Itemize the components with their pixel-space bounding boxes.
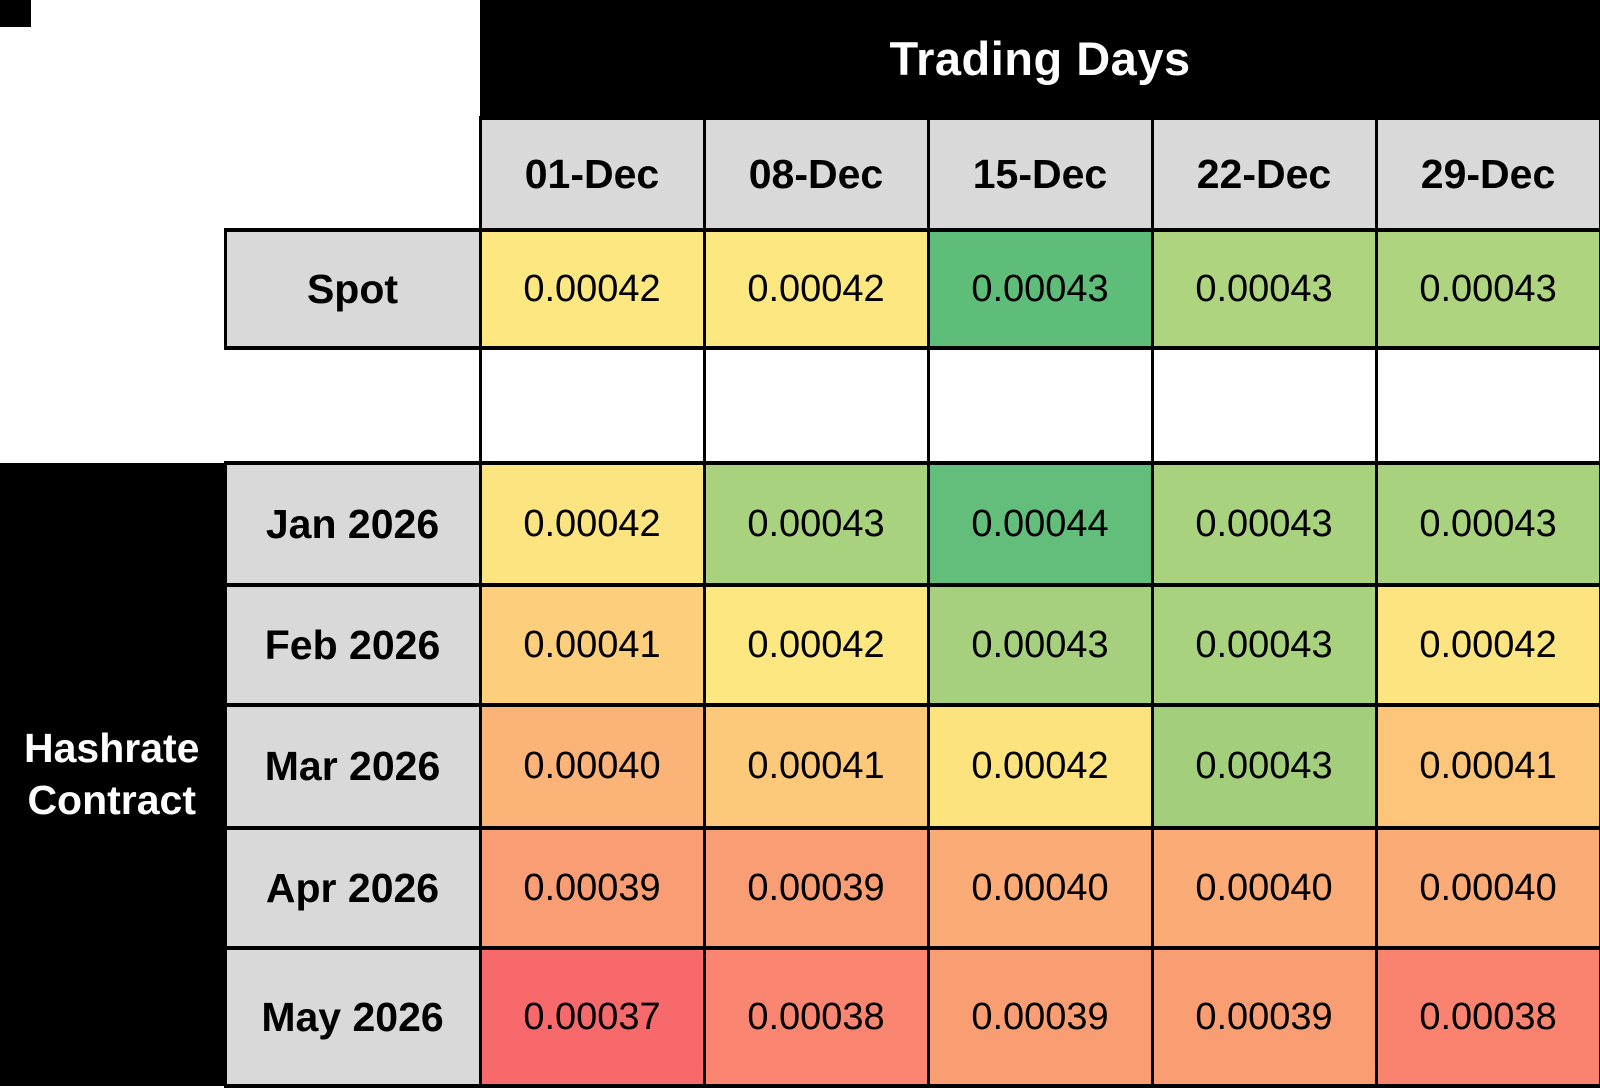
heatmap-cell: 0.00043 (1374, 461, 1600, 587)
empty-cell (926, 346, 1154, 465)
heatmap-cell: 0.00043 (1150, 583, 1378, 707)
heatmap-cell: 0.00042 (702, 583, 930, 707)
row-label: Jan 2026 (223, 461, 482, 587)
column-header: 01-Dec (478, 116, 706, 232)
column-header: 08-Dec (702, 116, 930, 232)
hashrate-contract-header: Hashrate Contract (0, 463, 225, 1086)
heatmap-cell: 0.00042 (702, 228, 930, 350)
heatmap-cell: 0.00043 (1150, 703, 1378, 830)
heatmap-cell: 0.00042 (1374, 583, 1600, 707)
heatmap-cell: 0.00043 (1150, 461, 1378, 587)
heatmap-cell: 0.00040 (1150, 826, 1378, 950)
heatmap-cell: 0.00039 (702, 826, 930, 950)
contract-row: May 2026 0.00037 0.00038 0.00039 0.00039… (0, 946, 1600, 1088)
spacer (0, 118, 480, 230)
column-header: 15-Dec (926, 116, 1154, 232)
spot-row: Spot 0.00042 0.00042 0.00043 0.00043 0.0… (0, 228, 1600, 350)
heatmap-cell: 0.00043 (926, 228, 1154, 350)
heatmap-cell: 0.00041 (1374, 703, 1600, 830)
heatmap-cell: 0.00044 (926, 461, 1154, 587)
row-label: Apr 2026 (223, 826, 482, 950)
spacer (0, 0, 480, 118)
separator-row (0, 346, 1600, 465)
trading-days-header: Trading Days (480, 0, 1600, 118)
heatmap-cell: 0.00043 (1150, 228, 1378, 350)
column-header-row: 01-Dec 08-Dec 15-Dec 22-Dec 29-Dec (0, 116, 1600, 232)
row-label: Mar 2026 (223, 703, 482, 830)
heatmap-cell: 0.00042 (478, 461, 706, 587)
spot-row-label: Spot (223, 228, 482, 350)
heatmap-cell: 0.00040 (926, 826, 1154, 950)
contract-row: Hashrate Contract Jan 2026 0.00042 0.000… (0, 461, 1600, 1086)
column-header: 22-Dec (1150, 116, 1378, 232)
empty-cell (1150, 346, 1378, 465)
heatmap-cell: 0.00039 (926, 946, 1154, 1088)
empty-cell (478, 346, 706, 465)
heatmap-cell: 0.00043 (1374, 228, 1600, 350)
spacer (0, 348, 480, 463)
heatmap-cell: 0.00042 (926, 703, 1154, 830)
heatmap-cell: 0.00038 (702, 946, 930, 1088)
contract-row: Apr 2026 0.00039 0.00039 0.00040 0.00040… (0, 826, 1600, 950)
heatmap-cell: 0.00042 (478, 228, 706, 350)
heatmap-cell: 0.00043 (926, 583, 1154, 707)
empty-cell (1374, 346, 1600, 465)
heatmap-cell: 0.00041 (702, 703, 930, 830)
banner-row: Trading Days (0, 0, 1600, 118)
row-label: Feb 2026 (223, 583, 482, 707)
column-header: 29-Dec (1374, 116, 1600, 232)
heatmap-cell: 0.00039 (1150, 946, 1378, 1088)
heatmap-cell: 0.00038 (1374, 946, 1600, 1088)
heatmap-cell: 0.00040 (478, 703, 706, 830)
row-label: May 2026 (223, 946, 482, 1088)
corner-mark (0, 0, 31, 27)
contract-row: Feb 2026 0.00041 0.00042 0.00043 0.00043… (0, 583, 1600, 707)
heatmap-cell: 0.00041 (478, 583, 706, 707)
empty-cell (702, 346, 930, 465)
heatmap-cell: 0.00043 (702, 461, 930, 587)
heatmap-cell: 0.00037 (478, 946, 706, 1088)
contract-row: Mar 2026 0.00040 0.00041 0.00042 0.00043… (0, 703, 1600, 830)
heatmap-cell: 0.00039 (478, 826, 706, 950)
heatmap-cell: 0.00040 (1374, 826, 1600, 950)
spacer (0, 230, 225, 348)
